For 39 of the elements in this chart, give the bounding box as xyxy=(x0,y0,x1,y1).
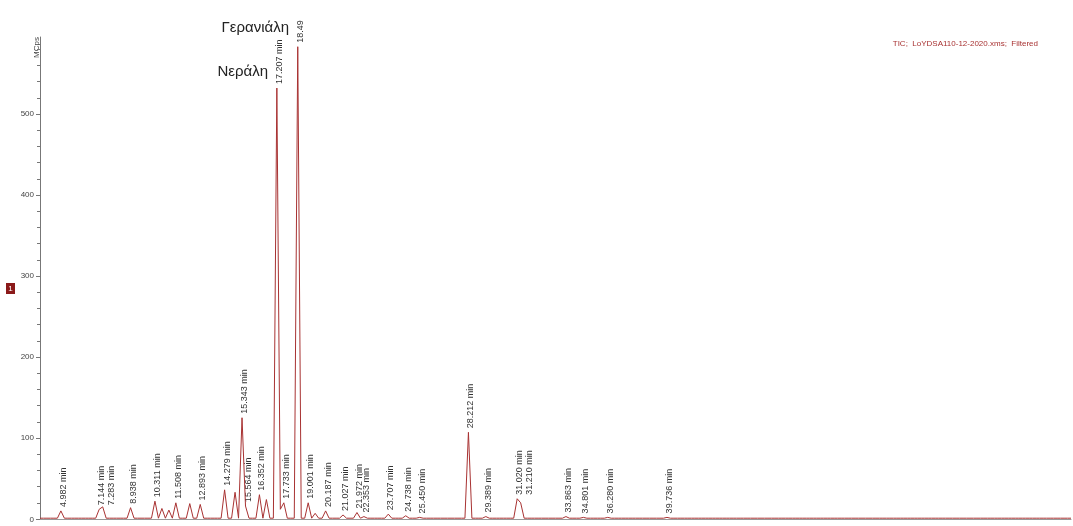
annotation: 18.49 xyxy=(294,20,305,43)
annotation: 28.212 min xyxy=(465,383,476,429)
annotation: 29.389 min xyxy=(482,468,493,513)
annotation: 34.801 min xyxy=(580,468,591,514)
annotation: 21.972 min xyxy=(353,463,364,509)
annotation: 11.508 min xyxy=(172,454,183,499)
annotation: 39.736 min xyxy=(663,468,674,514)
annotation: 24.738 min xyxy=(402,467,413,512)
annotation: 20.187 min xyxy=(322,462,333,507)
y-tick-label: 400 xyxy=(20,190,35,200)
y-tick-label: 0 xyxy=(29,514,35,524)
annotation: 23.707 min xyxy=(385,465,396,511)
annotation: 31.020 min xyxy=(514,450,525,495)
annotation: 7.283 min xyxy=(106,465,117,506)
annotation: 25.450 min xyxy=(416,468,427,514)
annotation: 7.144 min xyxy=(96,465,107,506)
text: 1 xyxy=(8,284,14,293)
annotation: 15.343 min xyxy=(239,369,250,414)
annotation: 14.279 min xyxy=(221,441,232,486)
annotation: 17.207 min xyxy=(273,39,284,85)
annotation: Νεράλη xyxy=(217,62,268,79)
annotation: 16.352 min xyxy=(256,446,267,491)
y-tick-label: 100 xyxy=(20,433,35,443)
text: Γερανιάλη xyxy=(221,18,289,35)
annotation: 19.001 min xyxy=(305,454,316,499)
annotation: 10.311 min xyxy=(151,453,162,498)
annotation: 31.210 min xyxy=(524,450,535,495)
annotation: 36.280 min xyxy=(604,468,615,514)
annotation: 4.982 min xyxy=(57,467,68,507)
annotation: 21.027 min xyxy=(340,466,351,511)
annotation: 15.564 min xyxy=(242,457,253,503)
annotation: 8.938 min xyxy=(127,464,138,504)
y-tick-label: 300 xyxy=(20,271,35,281)
chart-title: TIC; LoYDSA110-12-2020.xms; Filtered xyxy=(892,38,1038,48)
annotation: 17.733 min xyxy=(280,454,291,499)
y-tick-label: 200 xyxy=(20,352,35,362)
y-tick-label: 500 xyxy=(20,109,35,119)
annotation: 12.893 min xyxy=(197,455,208,501)
annotation: 33.863 min xyxy=(562,468,573,513)
